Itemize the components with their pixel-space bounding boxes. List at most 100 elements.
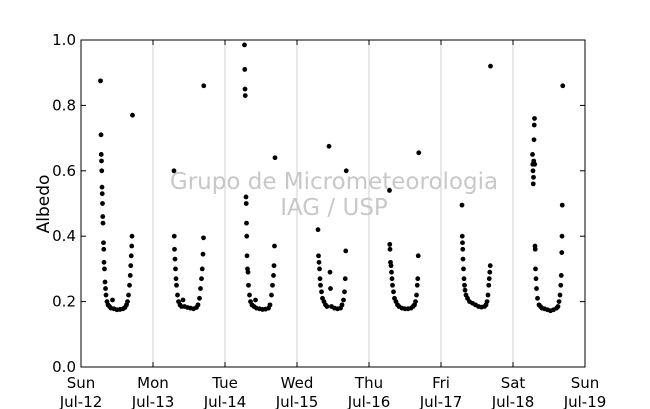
data-point xyxy=(242,86,248,92)
data-point xyxy=(101,240,106,246)
data-point xyxy=(267,302,273,308)
data-point xyxy=(253,297,258,303)
data-point xyxy=(343,168,349,174)
data-point xyxy=(535,295,540,301)
data-point xyxy=(533,276,539,282)
data-point xyxy=(389,269,394,275)
data-point xyxy=(99,168,105,174)
data-point xyxy=(461,276,467,282)
data-point xyxy=(530,181,536,187)
data-point xyxy=(199,266,205,272)
data-point xyxy=(100,214,106,219)
data-point xyxy=(317,266,322,272)
data-point xyxy=(558,273,564,278)
data-point xyxy=(316,259,322,265)
data-point xyxy=(487,263,493,269)
x-tick-label-date: Jul-17 xyxy=(419,393,463,409)
data-point xyxy=(530,168,536,174)
x-tick-label-date: Jul-13 xyxy=(131,393,175,409)
x-tick-label-date: Jul-12 xyxy=(59,393,103,409)
data-point xyxy=(559,202,565,208)
data-point xyxy=(110,297,115,303)
data-point xyxy=(558,282,564,288)
data-point xyxy=(98,78,103,84)
data-point xyxy=(174,282,179,288)
albedo-series xyxy=(98,42,566,314)
vertical-grid xyxy=(152,40,514,367)
data-point xyxy=(315,227,321,233)
data-point xyxy=(462,282,467,288)
data-point xyxy=(460,240,465,246)
y-tick-label: 0.8 xyxy=(52,96,76,114)
y-axis: 0.0 0.2 0.4 0.6 0.8 1.0 xyxy=(52,31,585,376)
y-tick-label: 0.6 xyxy=(52,162,76,180)
data-point xyxy=(128,263,134,269)
data-point xyxy=(99,184,105,190)
data-point xyxy=(387,246,393,252)
data-point xyxy=(389,276,395,282)
data-point xyxy=(125,299,130,304)
data-point xyxy=(245,269,251,275)
data-point xyxy=(316,253,321,259)
data-point xyxy=(200,251,206,257)
data-point xyxy=(460,246,466,252)
data-point xyxy=(460,256,466,262)
data-point xyxy=(414,292,419,298)
data-point xyxy=(242,67,248,72)
data-point xyxy=(534,286,539,291)
data-point xyxy=(459,233,465,239)
data-point xyxy=(100,220,106,226)
x-tick-label-day: Sun xyxy=(571,374,600,392)
data-point xyxy=(484,299,490,304)
data-point xyxy=(128,253,134,259)
data-point xyxy=(560,83,566,89)
data-point xyxy=(559,250,565,255)
data-point xyxy=(387,241,393,247)
y-tick-label: 1.0 xyxy=(52,31,76,49)
data-point xyxy=(488,63,493,69)
data-point xyxy=(242,42,247,48)
y-tick-label: 0.0 xyxy=(52,358,76,376)
data-point xyxy=(271,263,277,269)
x-tick-label-day: Sun xyxy=(67,374,96,392)
data-point xyxy=(486,282,492,288)
data-point xyxy=(556,299,562,304)
data-point xyxy=(416,150,422,156)
data-point xyxy=(390,282,395,288)
data-point xyxy=(129,233,135,239)
data-point xyxy=(272,155,278,161)
data-point xyxy=(326,143,332,149)
data-point xyxy=(533,266,538,272)
data-point xyxy=(99,158,104,164)
data-point xyxy=(98,132,104,138)
data-point xyxy=(197,295,202,301)
data-point xyxy=(171,233,177,239)
y-tick-label: 0.2 xyxy=(52,293,76,311)
data-point xyxy=(341,297,346,303)
x-tick-label-day: Sat xyxy=(501,374,526,392)
watermark-line-1: Grupo de Micrometeorologia xyxy=(170,169,498,195)
data-point xyxy=(126,292,131,298)
data-point xyxy=(103,286,108,291)
data-point xyxy=(339,302,345,308)
x-tick-label-day: Thu xyxy=(354,374,383,392)
x-tick-label-date: Jul-18 xyxy=(491,393,535,409)
x-tick-label-day: Tue xyxy=(211,374,238,392)
data-point xyxy=(462,287,468,293)
data-point xyxy=(270,282,275,288)
data-point xyxy=(198,286,203,291)
data-point xyxy=(201,83,207,89)
data-point xyxy=(246,282,251,288)
x-tick-label-date: Jul-19 xyxy=(563,393,607,409)
data-point xyxy=(195,302,201,308)
data-point xyxy=(328,286,333,291)
data-point xyxy=(101,246,107,252)
data-point xyxy=(318,282,323,288)
data-point xyxy=(102,279,108,285)
data-point xyxy=(555,304,561,309)
data-point xyxy=(388,263,394,269)
data-point xyxy=(531,137,537,143)
data-point xyxy=(247,292,252,298)
data-point xyxy=(175,292,180,298)
